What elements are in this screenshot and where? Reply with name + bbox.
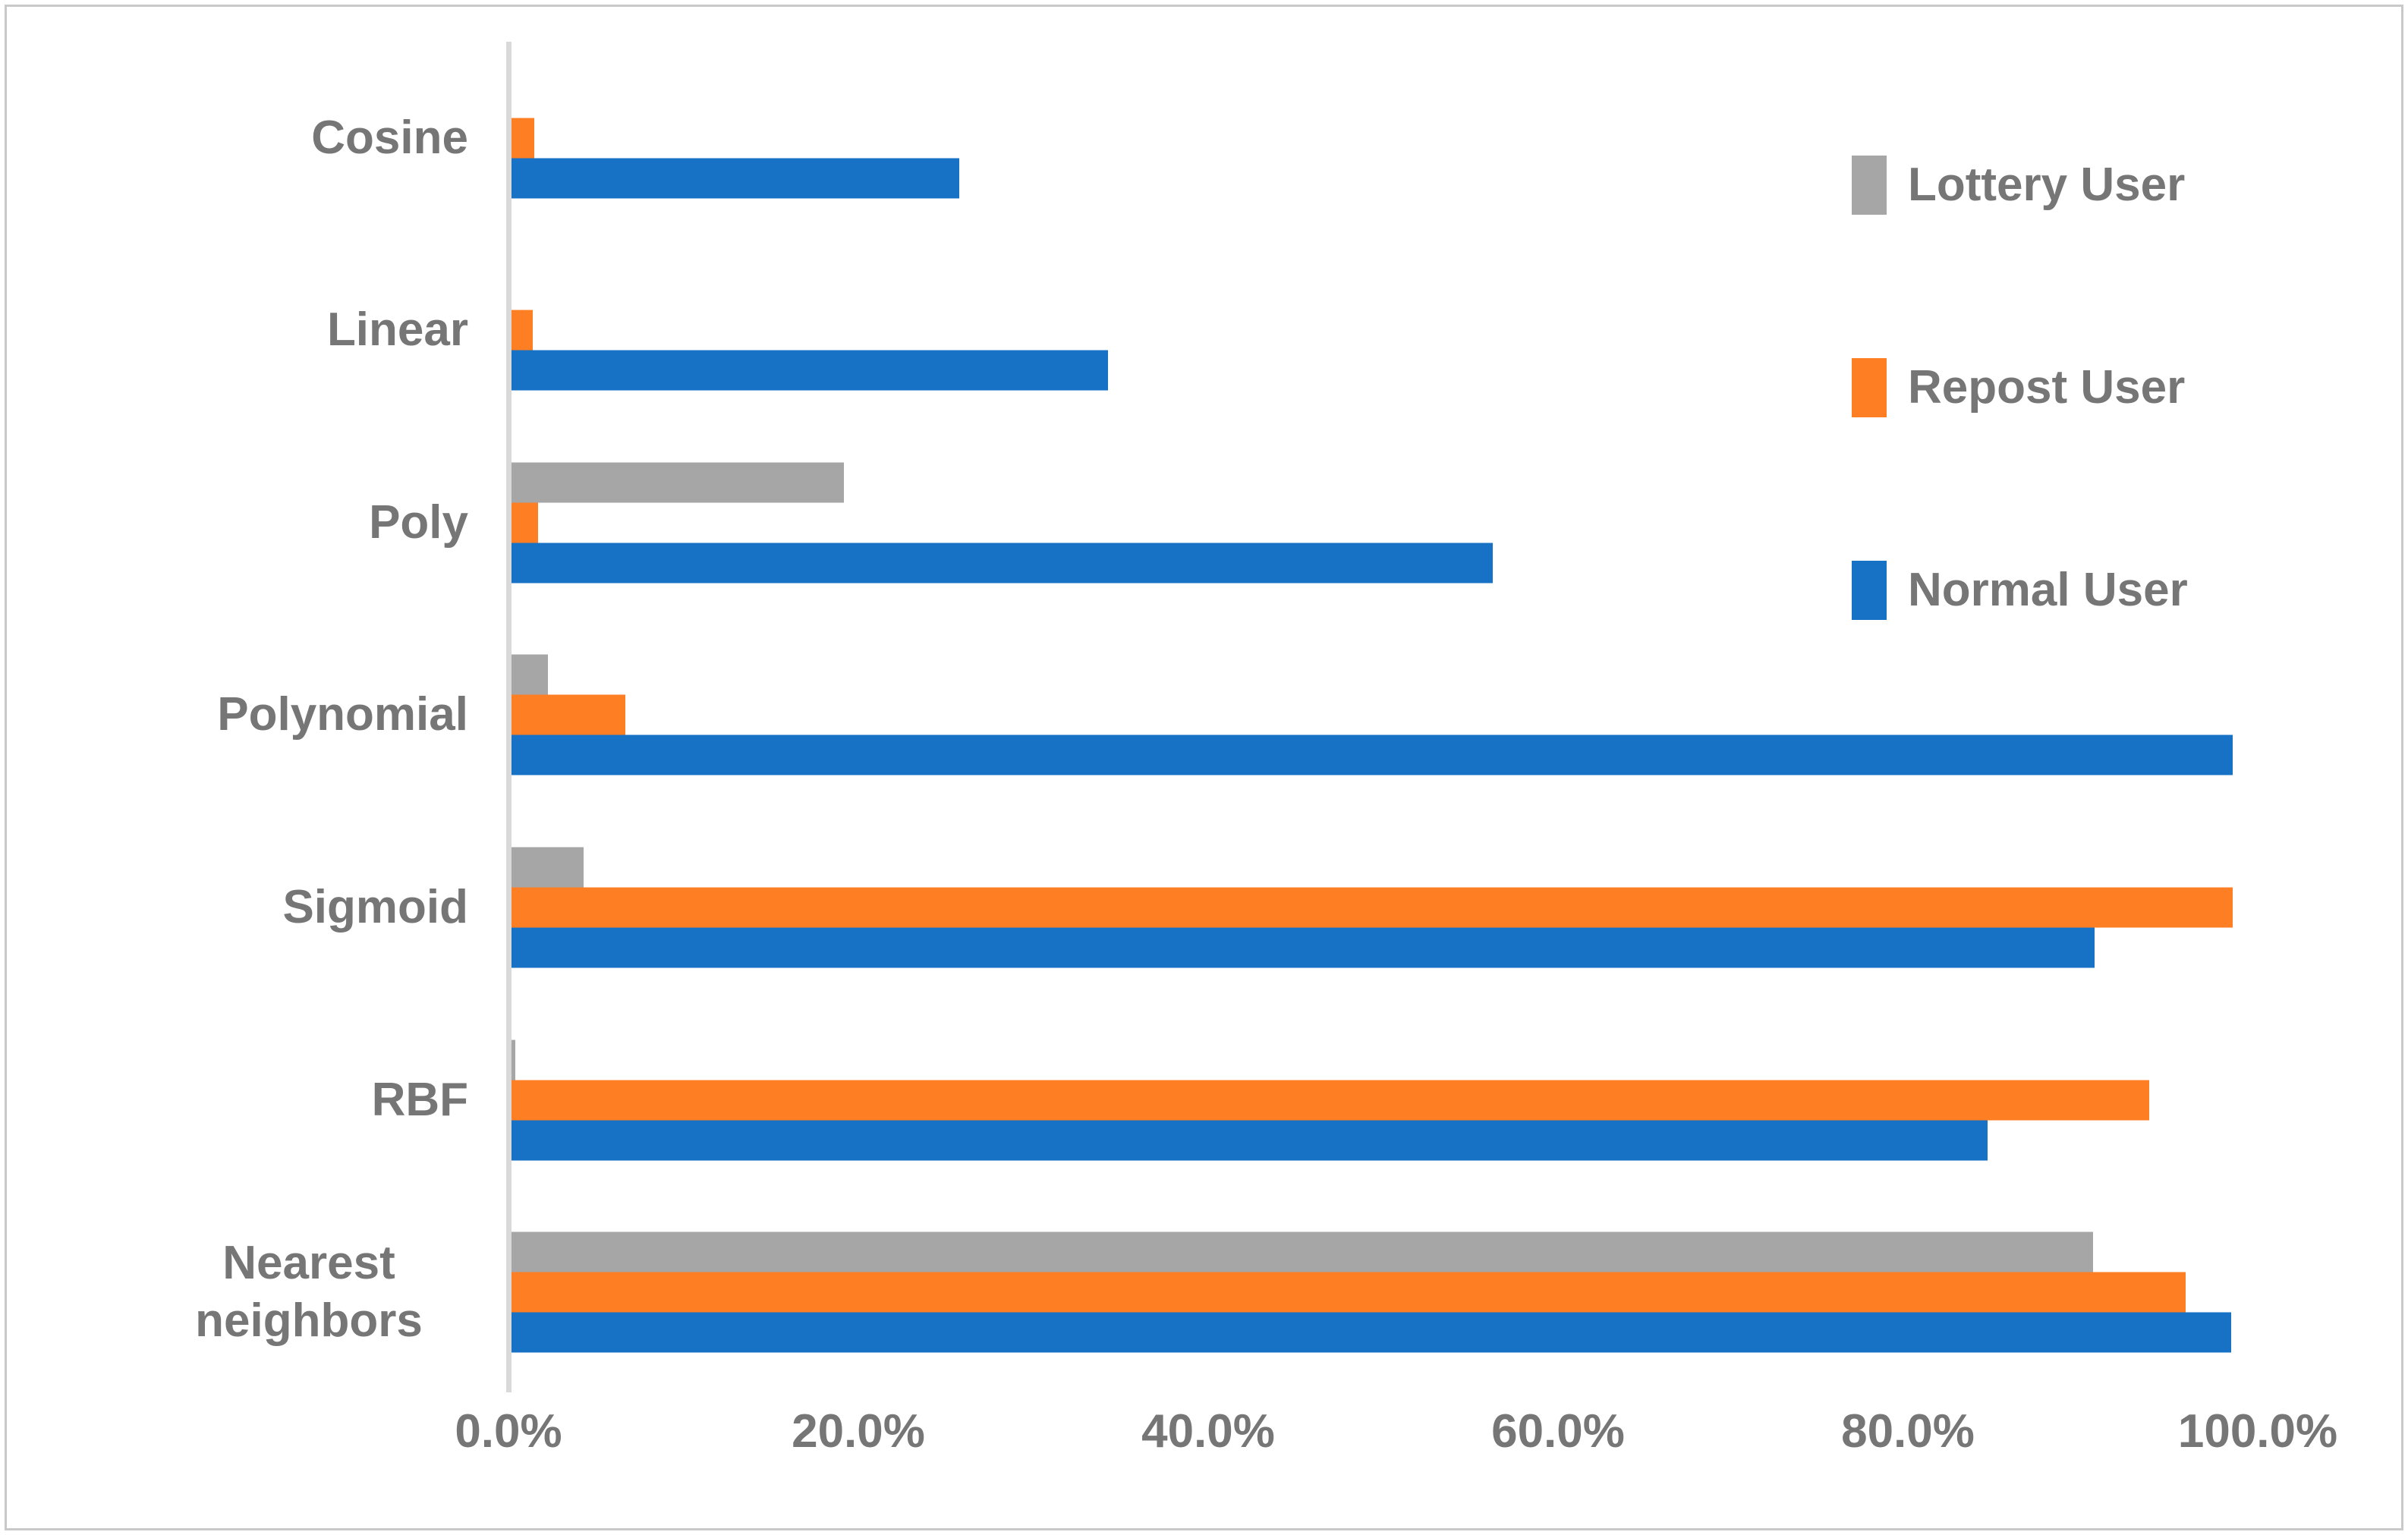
bar-normal-user-poly (512, 543, 1494, 583)
legend-item-normal-user: Normal User (1852, 561, 2188, 620)
category-label-text: Poly (369, 495, 468, 549)
category-label: Linear (0, 301, 468, 359)
x-tick-label: 40.0% (1141, 1405, 1275, 1458)
category-label: Nearest neighbors (0, 1235, 468, 1350)
bar-group (512, 1040, 2261, 1161)
category-row-rbf: RBF (0, 1004, 2408, 1197)
x-tick-label: 20.0% (792, 1405, 925, 1458)
legend-item-lottery-user: Lottery User (1852, 156, 2185, 215)
bar-lottery-user-nearest-neighbors (512, 1231, 2093, 1272)
bar-group (512, 462, 2261, 583)
bar-lottery-user-poly (512, 462, 844, 503)
category-label-text: Nearest neighbors (195, 1237, 423, 1348)
category-row-sigmoid: Sigmoid (0, 811, 2408, 1004)
category-label-text: Sigmoid (282, 881, 468, 934)
bar-repost-user-sigmoid (512, 887, 2233, 928)
category-row-poly: Poly (0, 426, 2408, 619)
bar-group (512, 1231, 2261, 1353)
category-label: Polynomial (0, 686, 468, 744)
bar-normal-user-polynomial (512, 734, 2233, 775)
category-label-text: RBF (371, 1073, 468, 1126)
y-axis-line (506, 42, 512, 1392)
legend-item-repost-user: Repost User (1852, 358, 2185, 417)
legend-label: Lottery User (1908, 159, 2186, 211)
bar-normal-user-rbf (512, 1120, 1988, 1161)
category-label: Poly (0, 494, 468, 552)
legend-swatch-normal-user (1852, 561, 1887, 620)
category-row-cosine: Cosine (0, 42, 2408, 234)
category-label: Cosine (0, 109, 468, 167)
bar-lottery-user-rbf (512, 1040, 515, 1080)
bar-normal-user-sigmoid (512, 927, 2095, 968)
x-tick-label: 100.0% (2177, 1405, 2338, 1458)
bar-repost-user-linear (512, 310, 533, 351)
x-tick-label: 60.0% (1491, 1405, 1625, 1458)
bar-repost-user-cosine (512, 118, 534, 159)
x-axis-tick-labels: 0.0% 20.0% 40.0% 60.0% 80.0% 100.0% (0, 1404, 2408, 1473)
category-label: Sigmoid (0, 879, 468, 936)
legend-label: Normal User (1908, 564, 2188, 616)
legend-swatch-lottery-user (1852, 156, 1887, 215)
category-label-text: Linear (326, 304, 468, 357)
bar-repost-user-poly (512, 502, 538, 543)
category-label: RBF (0, 1071, 468, 1129)
bar-group (512, 654, 2261, 775)
bar-normal-user-linear (512, 350, 1108, 391)
legend-swatch-repost-user (1852, 358, 1887, 417)
category-row-nearest-neighbors: Nearest neighbors (0, 1196, 2408, 1389)
bar-repost-user-polynomial (512, 694, 625, 735)
category-label-text: Cosine (311, 111, 468, 164)
bar-repost-user-nearest-neighbors (512, 1272, 2186, 1313)
bar-group (512, 847, 2261, 968)
x-tick-label: 80.0% (1841, 1405, 1975, 1458)
bar-normal-user-nearest-neighbors (512, 1312, 2231, 1353)
bar-repost-user-rbf (512, 1080, 2149, 1121)
bar-lottery-user-sigmoid (512, 847, 584, 888)
category-label-text: Polynomial (217, 688, 468, 741)
category-row-linear: Linear (0, 234, 2408, 427)
bar-normal-user-cosine (512, 158, 960, 199)
bar-lottery-user-polynomial (512, 654, 549, 695)
legend-label: Repost User (1908, 361, 2186, 414)
rows: Cosine Linear Poly Polynomial Sigmoid RBF Near… (0, 42, 2408, 1389)
bar-group (512, 270, 2261, 391)
category-row-polynomial: Polynomial (0, 619, 2408, 812)
x-tick-label: 0.0% (455, 1405, 562, 1458)
bar-group (512, 77, 2261, 199)
